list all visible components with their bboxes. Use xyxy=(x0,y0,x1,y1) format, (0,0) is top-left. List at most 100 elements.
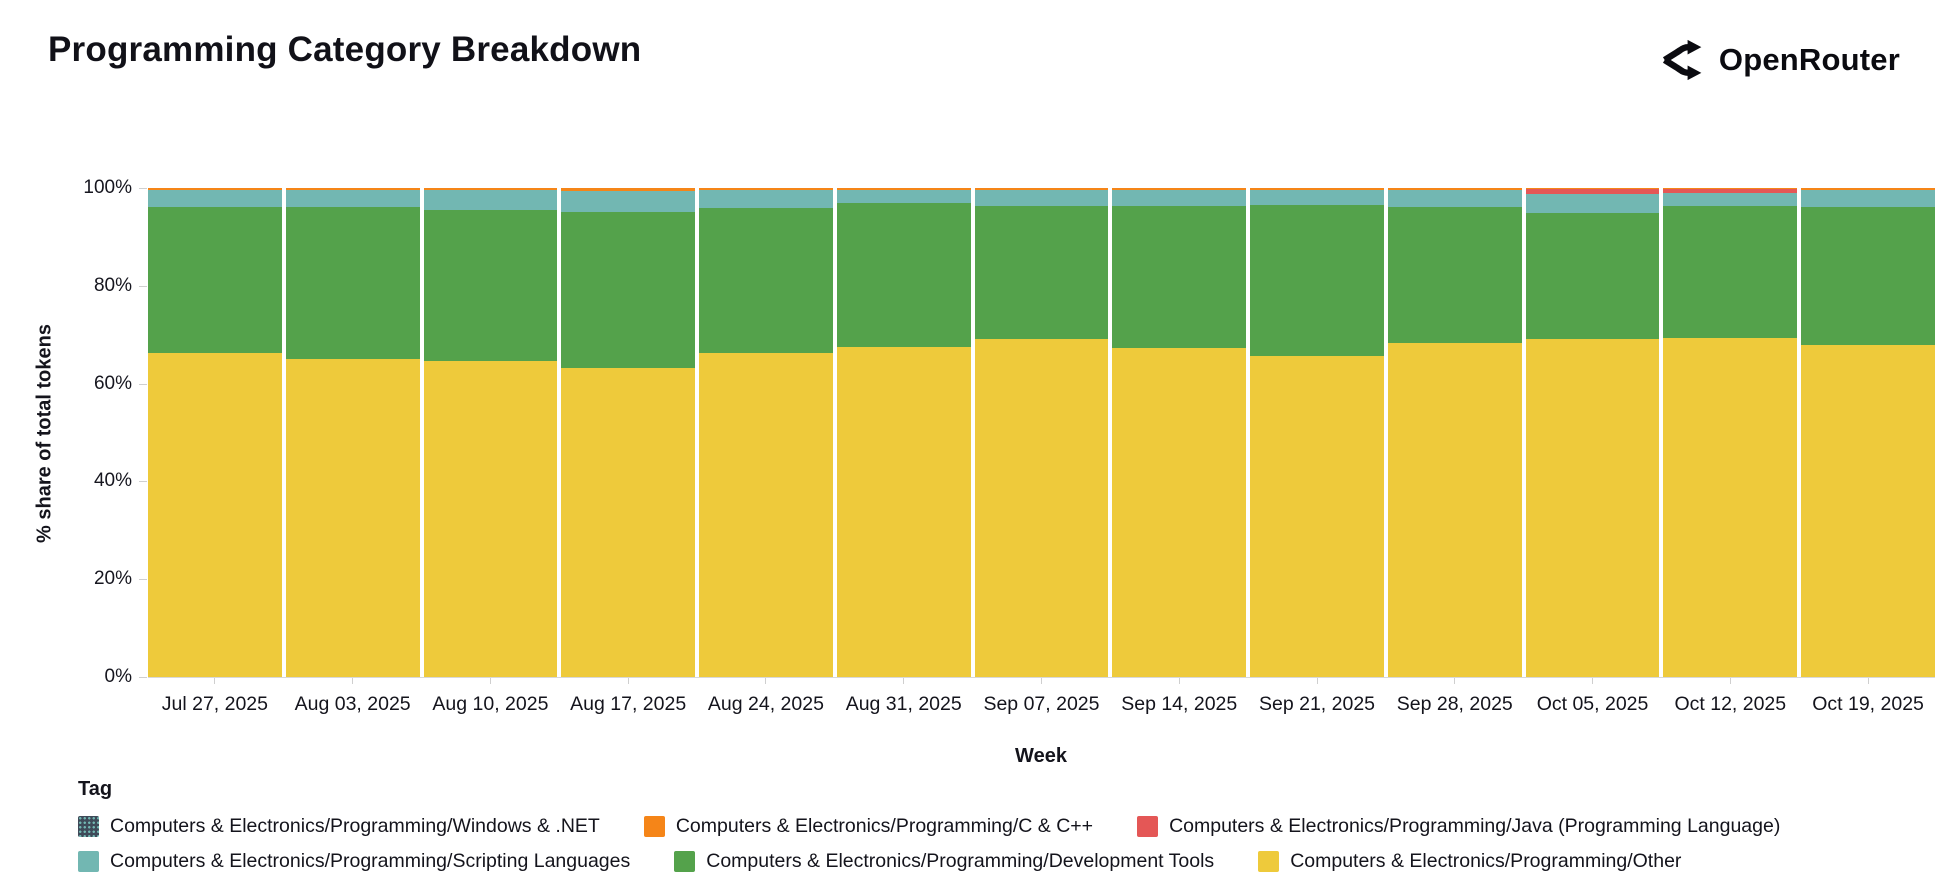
bar-segment[interactable] xyxy=(699,188,833,191)
legend-label: Computers & Electronics/Programming/C & … xyxy=(675,815,1094,837)
bar-segment[interactable] xyxy=(285,207,420,360)
y-tick-mark xyxy=(139,285,147,287)
legend-swatch-icon xyxy=(78,816,99,837)
stacked-bar[interactable] xyxy=(1525,188,1660,677)
legend-item[interactable]: Computers & Electronics/Programming/Scri… xyxy=(78,850,630,873)
stacked-bar[interactable] xyxy=(285,188,420,677)
stacked-bar[interactable] xyxy=(1663,188,1798,677)
stacked-bar[interactable] xyxy=(1112,188,1247,677)
x-tick-mark xyxy=(1040,678,1042,684)
bar-segment[interactable] xyxy=(974,206,1109,340)
y-tick-label: 20% xyxy=(93,568,132,590)
x-axis-title: Week xyxy=(1015,745,1067,767)
bar-segment[interactable] xyxy=(974,190,1109,207)
x-slot: Sep 07, 2025 xyxy=(975,678,1109,716)
bar-segment[interactable] xyxy=(1250,190,1384,206)
bar-segment[interactable] xyxy=(285,359,420,677)
y-tick-label: 100% xyxy=(83,177,132,198)
bar-segment[interactable] xyxy=(1112,188,1247,191)
bar-segment[interactable] xyxy=(1525,338,1660,677)
stacked-bar[interactable] xyxy=(148,188,282,677)
stacked-bar[interactable] xyxy=(699,188,833,677)
bar-segment[interactable] xyxy=(1801,344,1935,677)
x-tick-mark xyxy=(489,678,491,684)
x-slot: Sep 14, 2025 xyxy=(1112,678,1246,716)
bar-segment[interactable] xyxy=(1525,189,1660,194)
bar-segment[interactable] xyxy=(1525,193,1660,214)
bar-segment[interactable] xyxy=(561,211,696,368)
bar-segment[interactable] xyxy=(423,188,558,191)
bar-segment[interactable] xyxy=(285,188,420,191)
legend-label: Computers & Electronics/Programming/Othe… xyxy=(1290,850,1682,872)
bar-segment[interactable] xyxy=(1250,205,1384,357)
legend-swatch-icon xyxy=(643,816,665,837)
bar-segment[interactable] xyxy=(561,367,696,677)
bar-segment[interactable] xyxy=(561,190,696,212)
bar-segment[interactable] xyxy=(148,188,282,191)
bar-segment[interactable] xyxy=(1525,213,1660,339)
bar-segment[interactable] xyxy=(423,190,558,211)
bar-segment[interactable] xyxy=(1387,207,1522,344)
bar-segment[interactable] xyxy=(148,190,282,208)
stacked-bar[interactable] xyxy=(974,188,1109,677)
bar-segment[interactable] xyxy=(1663,205,1798,338)
bar-segment[interactable] xyxy=(285,190,420,208)
legend: Tag Computers & Electronics/Programming/… xyxy=(78,778,1780,885)
bar-segment[interactable] xyxy=(1801,188,1935,191)
bar-segment[interactable] xyxy=(1112,347,1247,677)
bar-segment[interactable] xyxy=(1663,189,1798,193)
x-tick-label: Sep 14, 2025 xyxy=(1121,693,1238,715)
bar-segment[interactable] xyxy=(1387,190,1522,208)
x-slot: Oct 05, 2025 xyxy=(1526,678,1660,716)
x-slot: Jul 27, 2025 xyxy=(148,678,282,716)
bar-segment[interactable] xyxy=(699,190,833,209)
bar-segment[interactable] xyxy=(423,210,558,362)
legend-swatch-icon xyxy=(674,851,696,872)
bar-segment[interactable] xyxy=(699,208,833,353)
page-title: Programming Category Breakdown xyxy=(48,30,642,69)
legend-item[interactable]: Computers & Electronics/Programming/Othe… xyxy=(1258,850,1681,873)
x-slot: Aug 03, 2025 xyxy=(286,678,420,716)
stacked-bar[interactable] xyxy=(423,188,558,677)
bar-segment[interactable] xyxy=(148,207,282,353)
bar-segment[interactable] xyxy=(423,361,558,677)
legend-item[interactable]: Computers & Electronics/Programming/Deve… xyxy=(674,850,1214,873)
y-tick-mark xyxy=(139,579,147,581)
bar-segment[interactable] xyxy=(1387,343,1522,677)
stacked-bar[interactable] xyxy=(1387,188,1522,677)
bar-segment[interactable] xyxy=(836,189,971,203)
stacked-bar[interactable] xyxy=(836,188,971,677)
stacked-bar-plot xyxy=(148,188,1935,678)
stacked-bar[interactable] xyxy=(1250,188,1384,677)
bar-segment[interactable] xyxy=(1112,206,1247,348)
bar-segment[interactable] xyxy=(1801,207,1935,345)
bar-segment[interactable] xyxy=(148,352,282,677)
bar-segment[interactable] xyxy=(836,202,971,347)
bar-segment[interactable] xyxy=(1525,188,1660,190)
bar-segment[interactable] xyxy=(1663,337,1798,677)
bar-segment[interactable] xyxy=(1663,188,1798,190)
bar-segment[interactable] xyxy=(699,352,833,677)
bar-segment[interactable] xyxy=(836,188,971,190)
legend-item[interactable]: Computers & Electronics/Programming/C & … xyxy=(643,815,1094,838)
bar-segment[interactable] xyxy=(974,188,1109,191)
stacked-bar[interactable] xyxy=(1801,188,1935,677)
x-tick-label: Aug 24, 2025 xyxy=(707,693,824,715)
stacked-bar[interactable] xyxy=(561,188,696,677)
bar-segment[interactable] xyxy=(1801,190,1935,208)
legend-item[interactable]: Computers & Electronics/Programming/Java… xyxy=(1137,815,1780,838)
legend-item[interactable]: Computers & Electronics/Programming/Wind… xyxy=(78,815,600,838)
bar-segment[interactable] xyxy=(1250,356,1384,677)
bar-segment[interactable] xyxy=(1663,192,1798,206)
bar-segment[interactable] xyxy=(836,346,971,677)
bar-segment[interactable] xyxy=(1250,188,1384,191)
x-tick-mark xyxy=(1454,678,1456,684)
legend-swatch-icon xyxy=(1258,851,1280,872)
bar-segment[interactable] xyxy=(561,188,696,191)
bar-segment[interactable] xyxy=(974,339,1109,677)
bar-segment[interactable] xyxy=(1387,188,1522,191)
openrouter-logo[interactable]: OpenRouter xyxy=(1661,38,1900,82)
legend-swatch-icon xyxy=(78,851,99,872)
bar-segment[interactable] xyxy=(1112,190,1247,207)
